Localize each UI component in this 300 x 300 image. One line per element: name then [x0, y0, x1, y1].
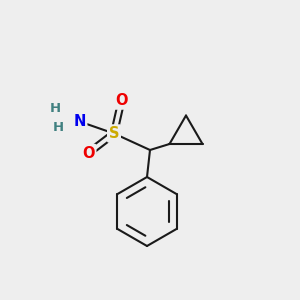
Text: O: O — [82, 146, 95, 160]
Text: S: S — [109, 126, 119, 141]
Text: H: H — [53, 121, 64, 134]
Text: N: N — [73, 114, 86, 129]
Text: O: O — [115, 93, 128, 108]
Text: H: H — [50, 101, 61, 115]
